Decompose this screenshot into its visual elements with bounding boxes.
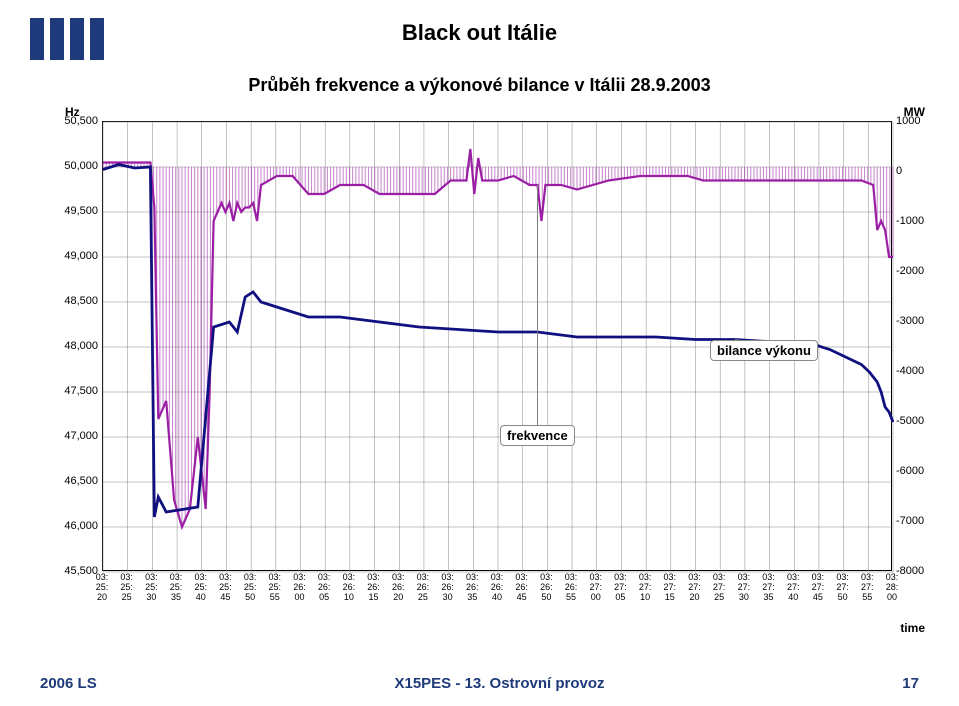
xtick: 03:26:35	[459, 573, 485, 603]
xtick: 03:26:45	[509, 573, 535, 603]
xtick: 03:26:00	[287, 573, 313, 603]
xtick: 03:25:40	[188, 573, 214, 603]
ytick-right: -7000	[896, 515, 924, 527]
callout-bilance: bilance výkonu	[710, 340, 818, 361]
callout-frekvence: frekvence	[500, 425, 575, 446]
xtick: 03:26:25	[410, 573, 436, 603]
xtick: 03:26:10	[336, 573, 362, 603]
xtick: 03:26:30	[435, 573, 461, 603]
xtick: 03:25:30	[138, 573, 164, 603]
ytick-left: 49,500	[64, 205, 98, 217]
ytick-right: -5000	[896, 415, 924, 427]
ytick-right: 1000	[896, 115, 920, 127]
ytick-right: -6000	[896, 465, 924, 477]
ytick-right: -1000	[896, 215, 924, 227]
xtick: 03:27:30	[731, 573, 757, 603]
xtick: 03:27:05	[607, 573, 633, 603]
xtick: 03:26:15	[361, 573, 387, 603]
xtick: 03:25:55	[262, 573, 288, 603]
ytick-right: -3000	[896, 315, 924, 327]
footer-center: X15PES - 13. Ostrovní provoz	[394, 675, 604, 692]
footer-page: 17	[902, 675, 919, 692]
ytick-left: 48,000	[64, 340, 98, 352]
ytick-left: 50,500	[64, 115, 98, 127]
xtick: 03:26:40	[484, 573, 510, 603]
slide: Black out Itálie Průběh frekvence a výko…	[0, 0, 959, 706]
xtick: 03:26:55	[558, 573, 584, 603]
ytick-left: 50,000	[64, 160, 98, 172]
xtick: 03:25:50	[237, 573, 263, 603]
xtick: 03:25:25	[114, 573, 140, 603]
xtick: 03:27:40	[780, 573, 806, 603]
xtick: 03:27:50	[830, 573, 856, 603]
xtick: 03:27:25	[706, 573, 732, 603]
xtick: 03:27:15	[657, 573, 683, 603]
xtick: 03:26:05	[311, 573, 337, 603]
ytick-right: -2000	[896, 265, 924, 277]
xtick: 03:26:20	[385, 573, 411, 603]
chart-title: Průběh frekvence a výkonové bilance v It…	[0, 75, 959, 96]
xtick: 03:27:45	[805, 573, 831, 603]
footer-left: 2006 LS	[40, 675, 97, 692]
chart: Hz MW time bilance výkonu frekvence 50,5…	[30, 105, 930, 645]
xtick: 03:26:50	[533, 573, 559, 603]
xtick: 03:27:00	[583, 573, 609, 603]
xtick: 03:28:00	[879, 573, 905, 603]
x-axis-label: time	[900, 621, 925, 635]
xtick: 03:25:35	[163, 573, 189, 603]
ytick-left: 48,500	[64, 295, 98, 307]
xtick: 03:25:45	[212, 573, 238, 603]
ytick-left: 47,500	[64, 385, 98, 397]
xtick: 03:27:20	[682, 573, 708, 603]
xtick: 03:27:35	[756, 573, 782, 603]
ytick-right: -4000	[896, 365, 924, 377]
xtick: 03:27:55	[854, 573, 880, 603]
xtick: 03:25:20	[89, 573, 115, 603]
ytick-right: 0	[896, 165, 902, 177]
ytick-left: 47,000	[64, 430, 98, 442]
footer: 2006 LS X15PES - 13. Ostrovní provoz 17	[0, 675, 959, 692]
ytick-left: 46,500	[64, 475, 98, 487]
ytick-left: 49,000	[64, 250, 98, 262]
ytick-left: 46,000	[64, 520, 98, 532]
xtick: 03:27:10	[632, 573, 658, 603]
slide-title: Black out Itálie	[0, 20, 959, 46]
